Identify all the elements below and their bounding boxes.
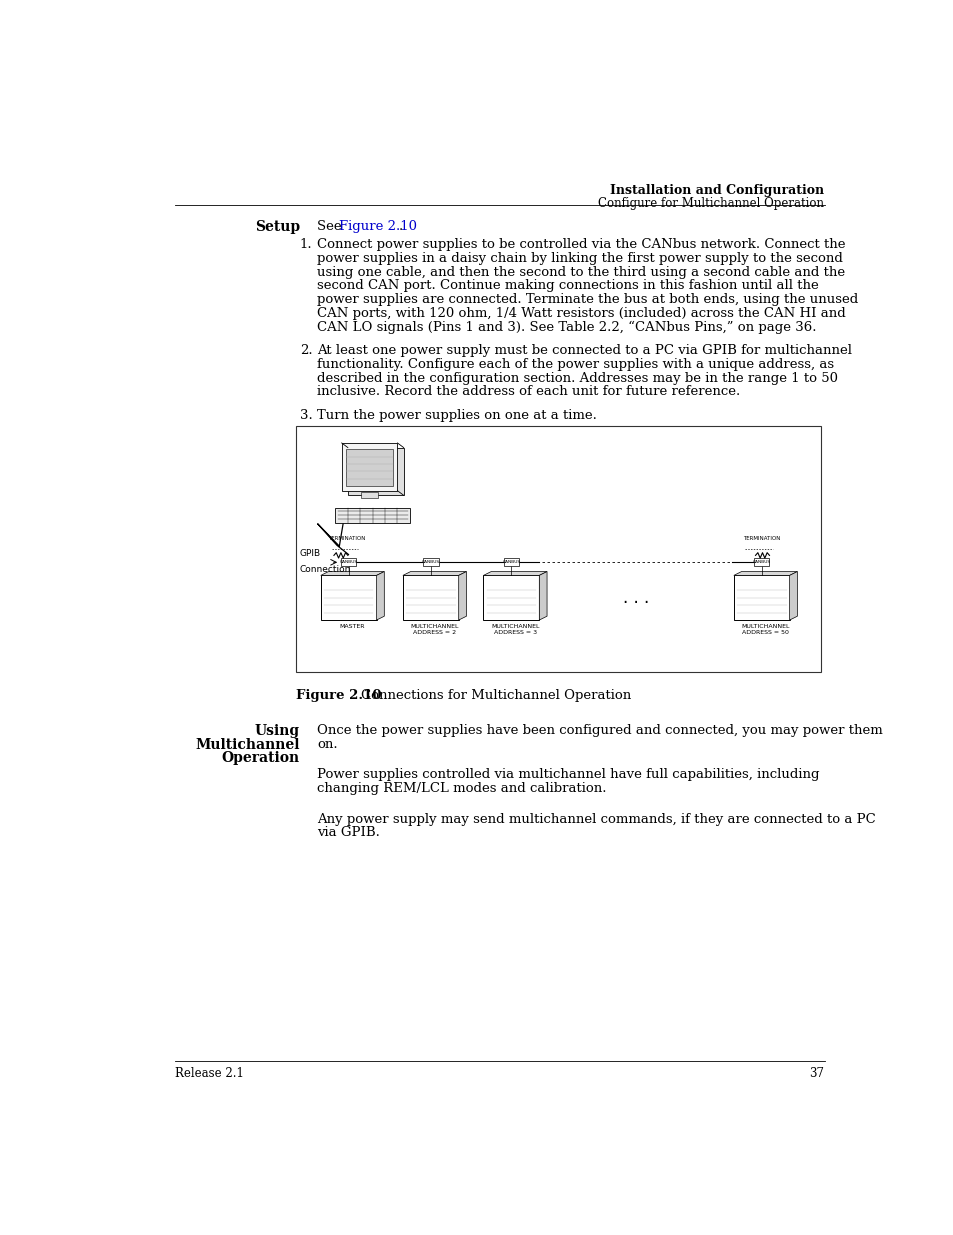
Text: Release 2.1: Release 2.1 bbox=[174, 1067, 244, 1079]
Text: Turn the power supplies on one at a time.: Turn the power supplies on one at a time… bbox=[316, 409, 597, 422]
Text: 1.: 1. bbox=[299, 238, 313, 251]
Text: CANBUS: CANBUS bbox=[752, 561, 770, 564]
Text: inclusive. Record the address of each unit for future reference.: inclusive. Record the address of each un… bbox=[316, 385, 740, 399]
Text: Any power supply may send multichannel commands, if they are connected to a PC: Any power supply may send multichannel c… bbox=[316, 813, 875, 826]
Text: Using: Using bbox=[254, 724, 299, 739]
Bar bbox=[295, 426, 820, 672]
Text: CANBUS: CANBUS bbox=[339, 561, 357, 564]
Text: on.: on. bbox=[316, 737, 337, 751]
Text: MASTER: MASTER bbox=[339, 624, 365, 629]
Polygon shape bbox=[402, 572, 466, 576]
Polygon shape bbox=[376, 572, 384, 620]
Text: using one cable, and then the second to the third using a second cable and the: using one cable, and then the second to … bbox=[316, 266, 844, 279]
Bar bbox=[320, 576, 376, 620]
Polygon shape bbox=[348, 447, 403, 495]
Text: CAN ports, with 120 ohm, 1/4 Watt resistors (included) across the CAN HI and: CAN ports, with 120 ohm, 1/4 Watt resist… bbox=[316, 306, 844, 320]
Text: Operation: Operation bbox=[221, 751, 299, 766]
Text: MULTICHANNEL
ADDRESS = 3: MULTICHANNEL ADDRESS = 3 bbox=[491, 624, 539, 635]
Bar bbox=[503, 558, 518, 566]
Text: 37: 37 bbox=[809, 1067, 823, 1079]
Polygon shape bbox=[320, 572, 384, 576]
Text: via GPIB.: via GPIB. bbox=[316, 826, 379, 840]
Text: power supplies in a daisy chain by linking the first power supply to the second: power supplies in a daisy chain by linki… bbox=[316, 252, 841, 266]
Text: Multichannel: Multichannel bbox=[195, 737, 299, 752]
Bar bbox=[346, 450, 393, 487]
Text: GPIB: GPIB bbox=[298, 548, 320, 558]
Text: TERMINATION: TERMINATION bbox=[742, 536, 780, 541]
Polygon shape bbox=[483, 572, 546, 576]
Bar bbox=[733, 576, 789, 620]
Bar bbox=[360, 493, 377, 499]
Text: Once the power supplies have been configured and connected, you may power them: Once the power supplies have been config… bbox=[316, 724, 882, 737]
Text: power supplies are connected. Terminate the bus at both ends, using the unused: power supplies are connected. Terminate … bbox=[316, 293, 858, 306]
Text: Figure 2.10: Figure 2.10 bbox=[339, 220, 416, 233]
Text: Connect power supplies to be controlled via the CANbus network. Connect the: Connect power supplies to be controlled … bbox=[316, 238, 844, 251]
Text: Installation and Configuration: Installation and Configuration bbox=[610, 184, 823, 198]
Text: Figure 2.10: Figure 2.10 bbox=[295, 689, 381, 703]
Text: 2.: 2. bbox=[299, 345, 313, 357]
Text: Power supplies controlled via multichannel have full capabilities, including: Power supplies controlled via multichann… bbox=[316, 768, 819, 782]
Text: CANBUS: CANBUS bbox=[421, 561, 439, 564]
Bar bbox=[402, 576, 458, 620]
Text: Connections for Multichannel Operation: Connections for Multichannel Operation bbox=[360, 689, 631, 703]
Bar bbox=[422, 558, 438, 566]
Polygon shape bbox=[341, 443, 397, 490]
Text: 3.: 3. bbox=[299, 409, 313, 422]
Polygon shape bbox=[538, 572, 546, 620]
Text: second CAN port. Continue making connections in this fashion until all the: second CAN port. Continue making connect… bbox=[316, 279, 818, 293]
Text: changing REM/LCL modes and calibration.: changing REM/LCL modes and calibration. bbox=[316, 782, 606, 795]
Text: functionality. Configure each of the power supplies with a unique address, as: functionality. Configure each of the pow… bbox=[316, 358, 833, 370]
Text: TERMINATION: TERMINATION bbox=[328, 536, 365, 541]
Text: See: See bbox=[316, 220, 345, 233]
Polygon shape bbox=[458, 572, 466, 620]
Text: At least one power supply must be connected to a PC via GPIB for multichannel: At least one power supply must be connec… bbox=[316, 345, 851, 357]
Bar bbox=[340, 558, 356, 566]
Text: MULTICHANNEL
ADDRESS = 2: MULTICHANNEL ADDRESS = 2 bbox=[410, 624, 458, 635]
Text: . . .: . . . bbox=[622, 589, 649, 606]
Text: Setup: Setup bbox=[254, 220, 299, 233]
Text: Connection: Connection bbox=[298, 566, 350, 574]
Text: Configure for Multichannel Operation: Configure for Multichannel Operation bbox=[598, 196, 823, 210]
Text: .: . bbox=[397, 220, 402, 233]
Polygon shape bbox=[733, 572, 797, 576]
Text: described in the configuration section. Addresses may be in the range 1 to 50: described in the configuration section. … bbox=[316, 372, 837, 384]
Text: CAN LO signals (Pins 1 and 3). See Table 2.2, “CANbus Pins,” on page 36.: CAN LO signals (Pins 1 and 3). See Table… bbox=[316, 321, 816, 333]
Polygon shape bbox=[789, 572, 797, 620]
Bar bbox=[483, 576, 538, 620]
Text: MULTICHANNEL
ADDRESS = 50: MULTICHANNEL ADDRESS = 50 bbox=[740, 624, 789, 635]
Polygon shape bbox=[335, 508, 410, 524]
Text: CANBUS: CANBUS bbox=[502, 561, 520, 564]
Bar bbox=[753, 558, 769, 566]
